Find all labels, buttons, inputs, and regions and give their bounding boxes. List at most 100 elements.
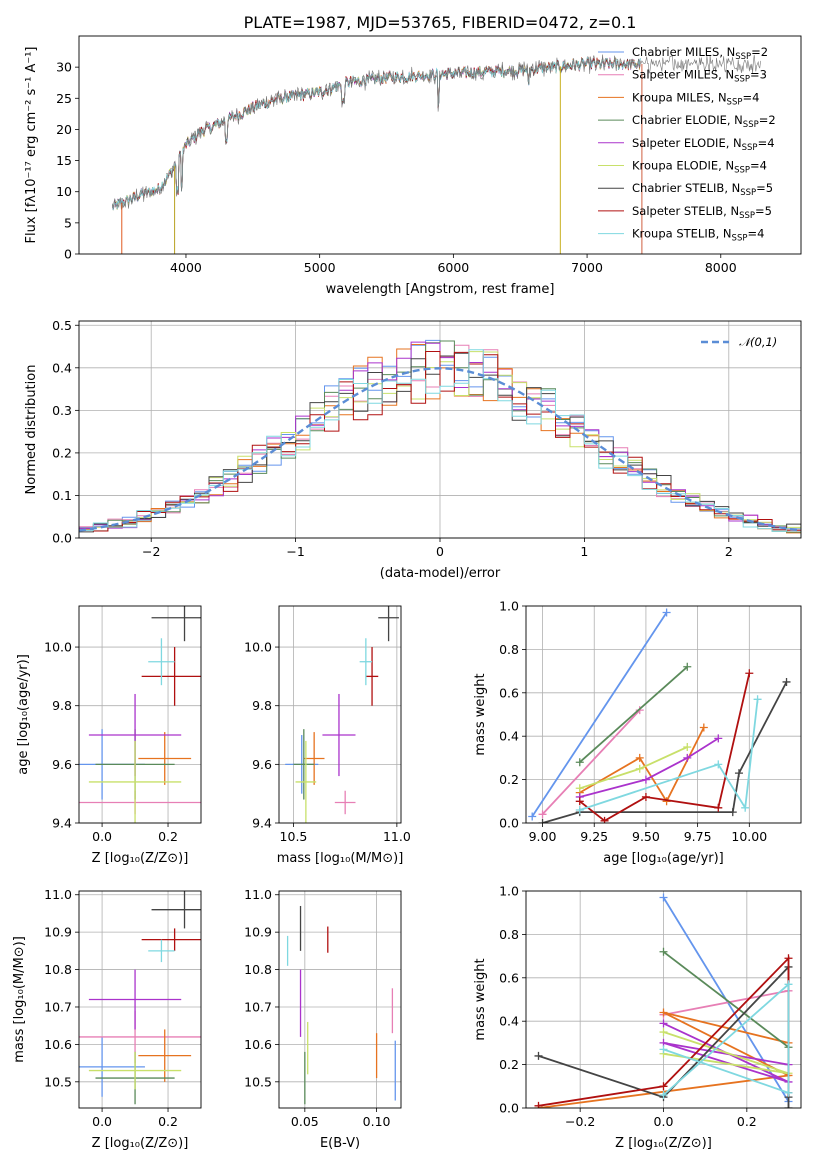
weight-marker [728, 808, 737, 817]
axes-spectrum: 4000 5000 6000 7000 8000 0 5 10 15 20 25 30 waveleng… [24, 35, 802, 297]
weight-line [531, 612, 668, 817]
x-axis-label: (data-model)/error [380, 566, 501, 581]
errorbar-point [303, 732, 325, 785]
y-tick-label: 10.6 [44, 1037, 72, 1052]
x-tick-label: 9.50 [632, 829, 660, 844]
x-tick-label: 10.00 [731, 829, 767, 844]
axes-frame [78, 605, 202, 824]
x-tick-label: 9.25 [580, 829, 608, 844]
weight-marker [659, 1019, 668, 1028]
plot-area-age_vs_mass [285, 606, 399, 823]
weight-marker [575, 797, 584, 806]
x-tick-label: 6000 [437, 260, 469, 275]
x-tick-label: 0.2 [158, 829, 178, 844]
legend-label: Kroupa MILES, NSSP=4 [632, 90, 759, 107]
x-axis-label: mass [log₁₀(M/M⊙)] [277, 851, 404, 866]
weight-marker [784, 980, 793, 989]
weight-marker [782, 677, 791, 686]
y-tick-label: 9.6 [252, 757, 272, 772]
weight-marker [534, 1101, 543, 1108]
y-tick-label: 10.6 [244, 1037, 272, 1052]
axes-frame [525, 605, 802, 824]
y-tick-label: 5 [64, 215, 72, 230]
errorbar-point [141, 647, 201, 706]
errorbar-point [322, 693, 356, 777]
y-tick-label: 9.8 [52, 698, 72, 713]
errorbar-point [148, 939, 175, 963]
y-tick-label: 0.1 [52, 488, 72, 503]
weight-marker [659, 1008, 668, 1017]
y-tick-label: 9.4 [52, 816, 72, 831]
weight-marker [714, 734, 723, 743]
x-tick-label: 10.5 [280, 829, 308, 844]
y-tick-label: 9.8 [252, 698, 272, 713]
y-tick-label: 10.0 [244, 640, 272, 655]
figure-title: PLATE=1987, MJD=53765, FIBERID=0472, z=0… [244, 13, 637, 32]
y-tick-label: 0.2 [52, 445, 72, 460]
weight-line [579, 737, 719, 798]
x-tick-label: 1 [580, 544, 588, 559]
weight-marker [753, 695, 762, 704]
plot-area-mass_vs_Z [79, 891, 201, 1105]
x-tick-label: 0.0 [654, 1114, 674, 1129]
x-tick-label: 9.75 [684, 829, 712, 844]
y-axis-label: Flux [fλ10⁻¹⁷ erg cm⁻² s⁻¹ A⁻¹] [24, 47, 39, 244]
axes-mass_vs_Z: 0.0 0.2 10.5 10.6 10.7 10.8 10.9 11.0 Z [log₁₀(Z… [12, 887, 202, 1151]
y-axis-label: mass weight [473, 673, 488, 755]
x-tick-label: 0.2 [158, 1114, 178, 1129]
weight-line [541, 709, 641, 815]
axes-frame [278, 605, 402, 824]
y-tick-label: 0.2 [499, 772, 519, 787]
weight-line [662, 951, 790, 1048]
weight-line [579, 727, 705, 804]
x-tick-label: 8000 [705, 260, 737, 275]
y-tick-label: 0.8 [499, 642, 519, 657]
weight-marker [683, 743, 692, 752]
errorbar-point [293, 729, 315, 800]
y-tick-label: 0.6 [499, 970, 519, 985]
x-tick-label: 0.0 [92, 1114, 112, 1129]
weight-marker [784, 954, 793, 963]
y-tick-label: 15 [56, 153, 72, 168]
weight-marker [683, 662, 692, 671]
errorbar-point [334, 790, 356, 815]
axes-age_vs_mass: 10.5 11.0 9.4 9.6 9.8 10.0 mass [log₁₀(M/M⊙)] [244, 605, 411, 866]
panels: 4000 5000 6000 7000 8000051015202530waveleng… [12, 35, 802, 1151]
x-tick-label: 0.2 [737, 1114, 757, 1129]
y-tick-label: 9.4 [252, 816, 272, 831]
y-tick-label: 11.0 [244, 887, 272, 902]
legend-label: 𝒩(0,1) [739, 335, 777, 349]
axes-weight_vs_age: 9.00 9.25 9.50 9.75 10.00 0.0 0.2 0.4 0.6 0.8 1.0 a… [473, 599, 802, 866]
x-axis-label: wavelength [Angstrom, rest frame] [326, 282, 555, 297]
weight-marker [538, 819, 547, 823]
y-tick-label: 0.2 [499, 1057, 519, 1072]
errorbar-point [79, 1036, 145, 1097]
y-tick-label: 0.6 [499, 685, 519, 700]
errorbar-point [359, 638, 373, 686]
weight-marker [659, 1082, 668, 1091]
y-tick-label: 10 [56, 184, 72, 199]
y-tick-label: 10.7 [44, 999, 72, 1014]
y-tick-label: 10.8 [44, 962, 72, 977]
legend-label: Salpeter STELIB, NSSP=5 [632, 204, 772, 221]
errorbar-point [151, 891, 201, 929]
x-tick-label: 0.05 [291, 1114, 319, 1129]
y-tick-label: 0.0 [499, 816, 519, 831]
errorbar-point [378, 606, 399, 642]
axes-frame [78, 35, 802, 255]
x-tick-label: −0.2 [565, 1114, 595, 1129]
weight-marker [714, 760, 723, 769]
y-tick-label: 20 [56, 122, 72, 137]
weight-marker [641, 792, 650, 801]
y-tick-label: 11.0 [44, 887, 72, 902]
axes-frame [78, 890, 202, 1109]
x-tick-label: 0 [436, 544, 444, 559]
y-tick-label: 10.5 [244, 1074, 272, 1089]
errorbar-point [138, 1029, 192, 1082]
weight-marker [784, 1104, 793, 1108]
x-tick-label: 4000 [170, 260, 202, 275]
weight-line [663, 989, 789, 1016]
y-tick-label: 0.8 [499, 927, 519, 942]
axes-frame [525, 890, 802, 1109]
legend-label: Salpeter MILES, NSSP=3 [632, 68, 767, 85]
